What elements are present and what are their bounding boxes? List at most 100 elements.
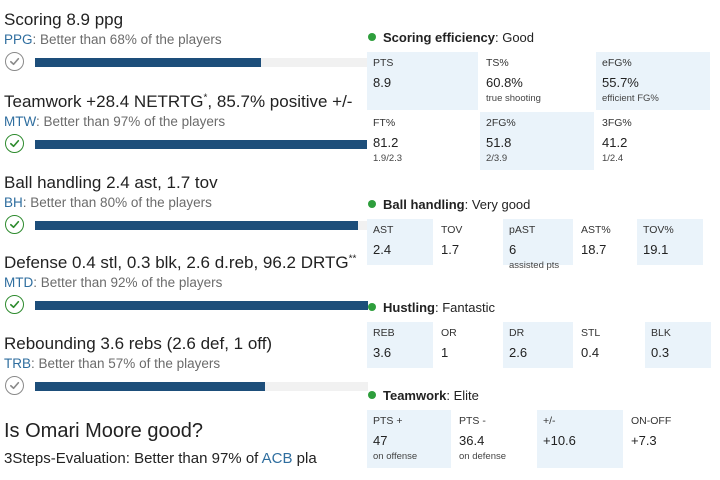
stat-label: +/- [543, 415, 556, 427]
metric-abbr-link[interactable]: PPG [4, 32, 33, 47]
stat-cell: BLK 0.3 [645, 322, 711, 368]
stat-value: +7.3 [631, 433, 657, 448]
stat-value: 18.7 [581, 242, 607, 257]
stat-label: eFG% [602, 57, 632, 69]
green-dot-icon [368, 200, 376, 208]
stat-cell: AST 2.4 [367, 219, 433, 265]
stat-value: 36.4 [459, 433, 485, 448]
percentile-bar [35, 221, 368, 230]
metric-title-main: Teamwork +28.4 NETRTG [4, 92, 204, 111]
stat-section: Scoring efficiency: Good PTS 8.9 TS% 60.8% tr… [362, 26, 720, 170]
stat-cell: PTS - 36.4 on defense [453, 410, 535, 468]
stat-label: PTS [373, 57, 394, 69]
section-header: Scoring efficiency: Good [362, 26, 720, 48]
check-circle-icon [5, 295, 24, 314]
percentile-bar [35, 140, 368, 149]
metric-row: Rebounding 3.6 rebs (2.6 def, 1 off) TRB:… [4, 334, 368, 412]
check-circle-icon [5, 134, 24, 153]
metric-percentile-text: MTD: Better than 92% of the players [4, 275, 222, 290]
section-name: Scoring efficiency [383, 29, 495, 45]
section-rating: : Good [494, 29, 535, 45]
metric-abbr-link[interactable]: BH [4, 195, 23, 210]
stat-cell: STL 0.4 [575, 322, 643, 368]
stat-cell: AST% 18.7 [575, 219, 635, 265]
percentile-bar [35, 58, 368, 67]
metric-desc: : Better than 57% of the players [31, 356, 221, 371]
stat-cell: TOV 1.7 [435, 219, 501, 265]
metric-abbr-link[interactable]: TRB [4, 356, 31, 371]
metric-percentile-text: PPG: Better than 68% of the players [4, 32, 222, 47]
stat-value: 8.9 [373, 75, 392, 90]
section-rating: : Fantastic [435, 299, 495, 315]
section-name: Teamwork [383, 387, 447, 403]
question-heading: Is Omari Moore good? [4, 420, 203, 442]
metric-abbr-link[interactable]: MTW [4, 114, 36, 129]
stat-label: TS% [486, 57, 509, 69]
player-metrics-panel: Scoring 8.9 ppg PPG: Better than 68% of t… [4, 10, 368, 412]
green-dot-icon [368, 391, 376, 399]
stat-note: efficient FG% [602, 93, 659, 104]
stat-cell: pAST 6 assisted pts [503, 219, 573, 271]
stat-label: FT% [373, 117, 396, 129]
stat-label: DR [509, 327, 525, 339]
section-rating: : Very good [464, 196, 531, 212]
stat-grid: PTS +47 on offense PTS -36.4 on defense +/- +… [367, 410, 720, 468]
stat-grid: REB 3.6 OR 1 DR 2.6 STL 0.4 BLK 0.3 [367, 322, 720, 368]
metric-title: Rebounding 3.6 rebs (2.6 def, 1 off) [4, 334, 272, 354]
stat-value: 1.7 [441, 242, 460, 257]
metric-title: Teamwork +28.4 NETRTG*, 85.7% positive +… [4, 92, 352, 112]
stat-label: REB [373, 327, 395, 339]
stat-cell: +/- +10.6 [537, 410, 623, 468]
stat-cell: OR 1 [435, 322, 501, 368]
stat-cell: 2FG% 51.8 2/3.9 [480, 112, 594, 170]
stat-value: 55.7% [602, 75, 639, 90]
stat-label: 3FG% [602, 117, 632, 129]
section-header: Teamwork: Elite [362, 384, 720, 406]
check-circle-icon [5, 215, 24, 234]
stat-cell: DR 2.6 [503, 322, 573, 368]
metric-abbr-link[interactable]: MTD [4, 275, 34, 290]
metric-percentile-text: MTW: Better than 97% of the players [4, 114, 225, 129]
stat-value: 0.3 [651, 345, 670, 360]
percentile-bar-fill [35, 221, 358, 230]
stat-value: 81.2 [373, 135, 399, 150]
stat-label: PTS - [459, 415, 486, 427]
stat-section: Teamwork: Elite PTS + 47 on offense PTS - 36.… [362, 384, 720, 468]
stat-cell: REB 3.6 [367, 322, 433, 368]
section-header: Ball handling: Very good [362, 193, 720, 215]
stat-grid: PTS 8.9 TS% 60.8% true shooting eFG% 55.7% effi… [367, 52, 720, 170]
stat-value: 60.8% [486, 75, 523, 90]
metric-title: Defense 0.4 stl, 0.3 blk, 2.6 d.reb, 96.… [4, 253, 356, 273]
percentile-bar [35, 301, 368, 310]
metric-row: Teamwork +28.4 NETRTG*, 85.7% positive +… [4, 92, 368, 170]
stat-value: 41.2 [602, 135, 628, 150]
metric-row: Scoring 8.9 ppg PPG: Better than 68% of t… [4, 10, 368, 88]
metric-title-main: Rebounding 3.6 rebs (2.6 def, 1 off) [4, 334, 273, 353]
stat-label: 2FG% [486, 117, 516, 129]
metric-row: Ball handling 2.4 ast, 1.7 tov BH: Better… [4, 173, 368, 251]
stat-grid: AST 2.4 TOV 1.7 pAST 6 assisted pts AST% 18.7 TOV… [367, 219, 720, 271]
stats-panel: Scoring efficiency: Good PTS 8.9 TS% 60.8% tr… [362, 0, 720, 480]
metric-row: Defense 0.4 stl, 0.3 blk, 2.6 d.reb, 96.… [4, 253, 368, 331]
stat-cell: FT% 81.2 1.9/2.3 [367, 112, 478, 170]
check-circle-icon [5, 52, 24, 71]
stat-label: STL [581, 327, 601, 339]
metric-title: Ball handling 2.4 ast, 1.7 tov [4, 173, 218, 193]
stat-note: 1.9/2.3 [373, 153, 403, 164]
stat-value: +10.6 [543, 433, 576, 448]
stat-value: 6 [509, 242, 517, 257]
green-dot-icon [368, 33, 376, 41]
stat-note: assisted pts [509, 260, 560, 271]
stat-cell: 3FG% 41.2 1/2.4 [596, 112, 710, 170]
metric-desc: : Better than 68% of the players [32, 32, 222, 47]
stat-value: 19.1 [643, 242, 669, 257]
check-circle-icon [5, 376, 24, 395]
stat-note: on defense [459, 451, 507, 462]
acb-link[interactable]: ACB [261, 450, 293, 467]
section-rating: : Elite [446, 387, 479, 403]
metric-title-main: Ball handling 2.4 ast, 1.7 tov [4, 173, 218, 192]
stat-value: 3.6 [373, 345, 392, 360]
metric-desc: : Better than 92% of the players [33, 275, 223, 290]
stat-note: true shooting [486, 93, 541, 104]
stat-value: 2.4 [373, 242, 392, 257]
